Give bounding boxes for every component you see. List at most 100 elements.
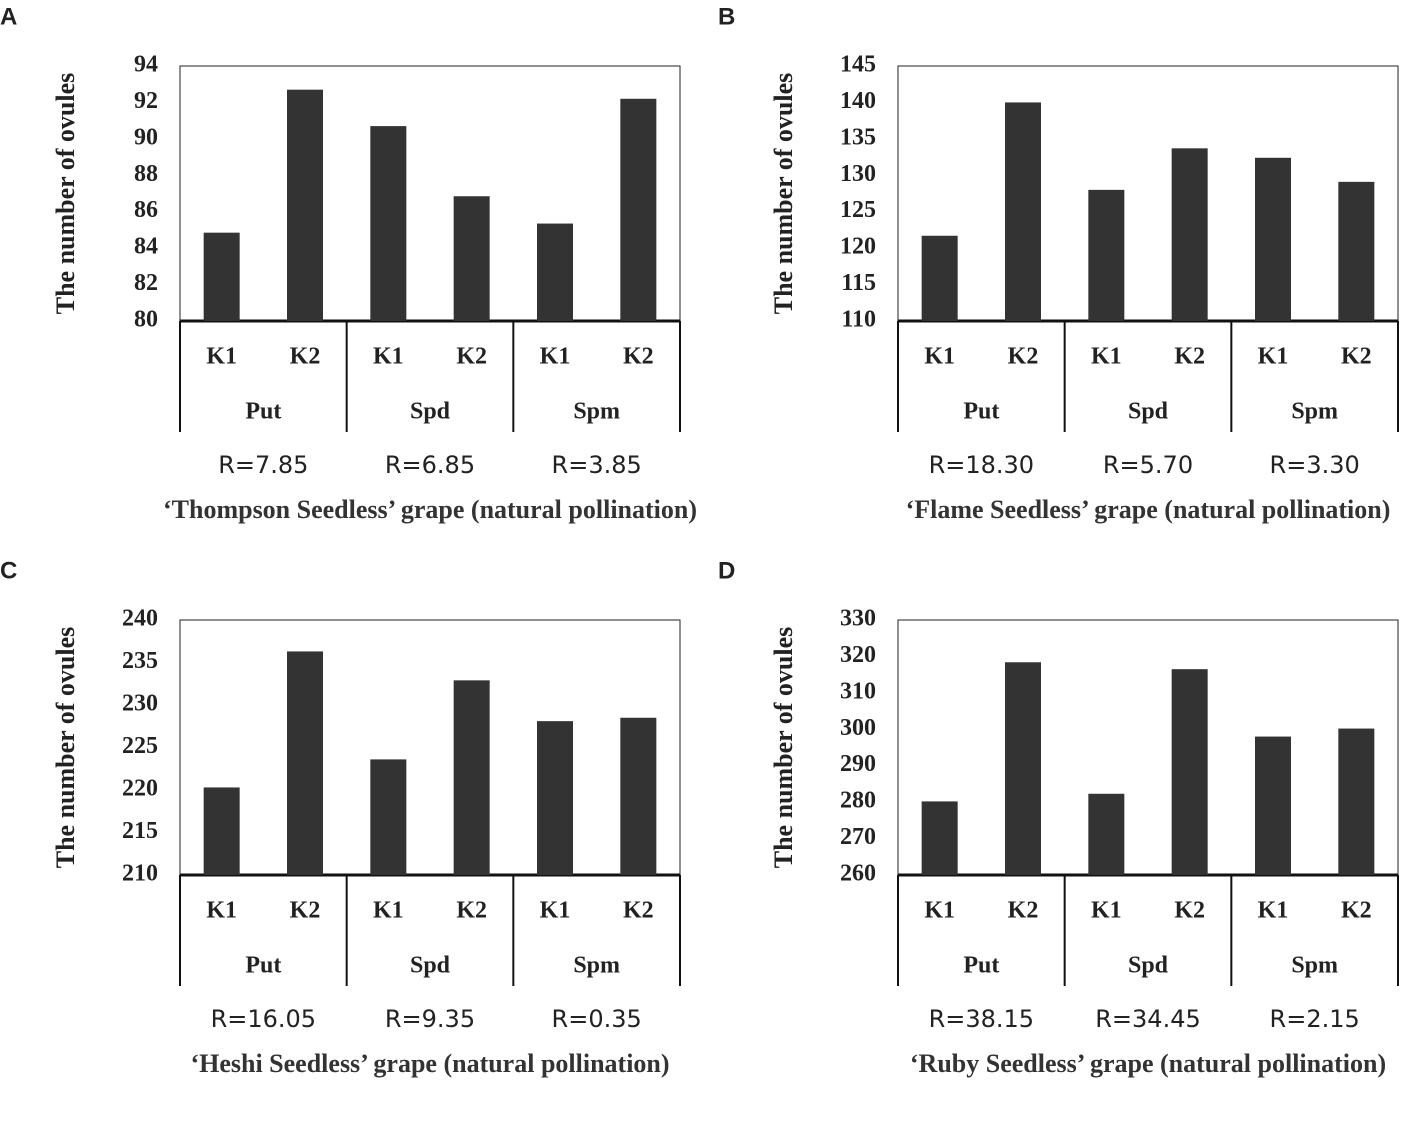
bar <box>1255 736 1291 875</box>
y-tick-label: 280 <box>840 788 876 814</box>
bar <box>921 801 958 875</box>
r-label: R=7.85 <box>218 451 308 479</box>
panel: C The number of ovules 210 215 220 225 230 235 2… <box>0 557 681 1078</box>
panel: D The number of ovules 260 270 280 290 300 310 3… <box>718 557 1399 1078</box>
panel: B The number of ovules 110 115 120 125 130 135 1… <box>718 3 1399 524</box>
y-axis-label: The number of ovules <box>769 73 798 315</box>
y-tick-label: 290 <box>840 751 876 777</box>
bar <box>1005 102 1041 321</box>
x-tick-label: K2 <box>1008 898 1039 924</box>
y-tick-label: 270 <box>840 824 876 850</box>
r-label: R=9.35 <box>385 1005 475 1033</box>
bar <box>1338 728 1375 875</box>
panel-label: B <box>718 3 735 30</box>
chart-title: ‘Thompson Seedless’ grape (natural polli… <box>162 495 697 524</box>
y-tick-label: 120 <box>840 234 876 260</box>
x-tick-label: K1 <box>924 898 955 924</box>
y-tick-label: 140 <box>840 88 876 114</box>
y-tick-label: 330 <box>840 606 876 632</box>
bar <box>921 235 958 321</box>
y-tick-label: 86 <box>134 197 158 223</box>
bar <box>203 787 240 875</box>
bar <box>1088 189 1125 321</box>
r-label: R=16.05 <box>211 1005 317 1033</box>
bar <box>1255 157 1291 321</box>
panel: A The number of ovules 80 82 84 86 88 90 92 94 K1 K… <box>0 3 697 524</box>
x-tick-label: K1 <box>373 344 404 370</box>
y-tick-label: 125 <box>840 197 876 223</box>
group-label: Spm <box>1291 399 1338 425</box>
y-tick-label: 110 <box>841 307 876 333</box>
group-label: Spm <box>573 953 620 979</box>
y-tick-label: 92 <box>134 88 158 114</box>
panel-label: D <box>718 557 735 584</box>
r-label: R=34.45 <box>1095 1005 1201 1033</box>
x-tick-label: K1 <box>540 344 571 370</box>
x-tick-label: K2 <box>290 898 321 924</box>
bar <box>537 721 573 875</box>
y-axis-label: The number of ovules <box>769 627 798 869</box>
plot-frame <box>179 619 681 876</box>
y-tick-label: 90 <box>134 124 158 150</box>
bar <box>287 651 323 875</box>
y-tick-label: 235 <box>122 648 158 674</box>
r-label: R=2.15 <box>1270 1005 1360 1033</box>
y-tick-label: 220 <box>122 776 158 802</box>
chart-title: ‘Flame Seedless’ grape (natural pollinat… <box>905 495 1391 524</box>
plot-frame <box>179 65 681 322</box>
y-tick-label: 80 <box>134 307 158 333</box>
panel-label: A <box>0 3 17 30</box>
group-label: Put <box>963 399 999 425</box>
bar <box>287 89 323 321</box>
x-tick-label: K2 <box>1174 344 1205 370</box>
x-tick-label: K2 <box>290 344 321 370</box>
x-tick-label: K1 <box>206 898 237 924</box>
x-tick-label: K1 <box>540 898 571 924</box>
bar <box>370 126 407 321</box>
r-label: R=0.35 <box>552 1005 642 1033</box>
caption-box: ‘Ruby Seedless’ grape (natural pollinati… <box>910 1049 1386 1078</box>
r-label: R=3.30 <box>1270 451 1360 479</box>
plot-frame <box>897 619 1399 876</box>
r-label: R=6.85 <box>385 451 475 479</box>
x-tick-label: K1 <box>373 898 404 924</box>
panel-label: C <box>0 557 17 584</box>
bar <box>620 717 657 875</box>
y-tick-label: 210 <box>122 861 158 887</box>
group-label: Spd <box>410 953 451 979</box>
group-label: Spm <box>573 399 620 425</box>
plot-frame <box>897 65 1399 322</box>
y-tick-label: 230 <box>122 691 158 717</box>
x-tick-label: K2 <box>1341 344 1372 370</box>
bar <box>1088 793 1125 875</box>
x-tick-label: K2 <box>623 898 654 924</box>
caption-box: ‘Flame Seedless’ grape (natural pollinat… <box>905 495 1391 524</box>
group-label: Spd <box>1128 953 1169 979</box>
x-tick-label: K2 <box>1008 344 1039 370</box>
x-tick-label: K2 <box>1341 898 1372 924</box>
bar <box>620 98 657 322</box>
y-tick-label: 320 <box>840 642 876 668</box>
y-tick-label: 300 <box>840 715 876 741</box>
x-tick-label: K1 <box>924 344 955 370</box>
y-axis-label: The number of ovules <box>51 627 80 869</box>
chart-title: ‘Heshi Seedless’ grape (natural pollinat… <box>190 1049 670 1078</box>
y-tick-label: 260 <box>840 861 876 887</box>
bar <box>1338 181 1375 321</box>
y-tick-label: 310 <box>840 678 876 704</box>
bar <box>203 232 240 321</box>
bar <box>1171 148 1208 321</box>
y-tick-label: 84 <box>134 234 158 260</box>
x-tick-label: K2 <box>623 344 654 370</box>
x-tick-label: K1 <box>1091 898 1122 924</box>
r-label: R=5.70 <box>1103 451 1193 479</box>
bar <box>453 196 490 321</box>
r-label: R=38.15 <box>929 1005 1035 1033</box>
x-tick-label: K2 <box>456 898 487 924</box>
y-tick-label: 88 <box>134 161 158 187</box>
y-tick-label: 215 <box>122 818 158 844</box>
group-label: Put <box>963 953 999 979</box>
group-label: Put <box>245 953 281 979</box>
y-tick-label: 240 <box>122 606 158 632</box>
